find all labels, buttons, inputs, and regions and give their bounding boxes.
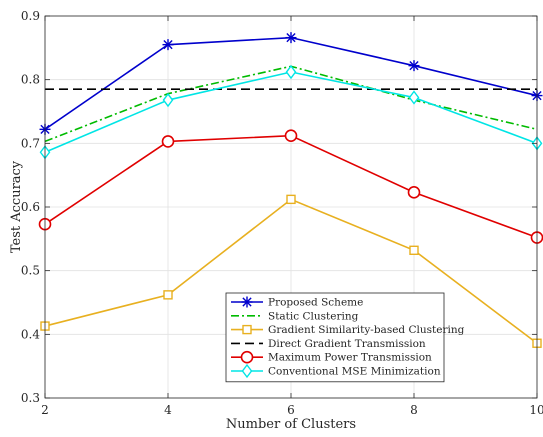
legend-entry-4: Maximum Power Transmission: [231, 350, 432, 364]
y-tick-label: 0.8: [21, 73, 40, 87]
legend-entry-3: Direct Gradient Transmission: [231, 338, 426, 350]
data-point: [284, 129, 298, 142]
legend-label: Conventional MSE Minimization: [268, 366, 441, 378]
y-tick-label: 0.5: [21, 264, 40, 278]
axis-layer: 0.3 0.4 0.5 0.6 0.7 0.8 0.9 2 4 6 8 10: [21, 9, 543, 417]
data-point: [285, 32, 297, 44]
legend-entry-5: Conventional MSE Minimization: [231, 363, 441, 379]
y-tick-label: 0.9: [21, 9, 40, 23]
data-point: [409, 245, 419, 255]
data-point: [285, 64, 297, 80]
y-tick-label: 0.7: [21, 136, 40, 150]
legend-label: Proposed Scheme: [268, 297, 363, 309]
data-point: [162, 92, 174, 108]
x-tick-label: 2: [41, 403, 49, 417]
legend-entry-2: Gradient Similarity-based Clustering: [231, 324, 465, 336]
y-tick-label: 0.3: [21, 391, 40, 405]
x-tick-label: 10: [529, 403, 543, 417]
legend-entry-1: Static Clustering: [231, 310, 359, 322]
data-point: [161, 135, 175, 148]
legend-label: Direct Gradient Transmission: [268, 338, 426, 350]
y-tick-label: 0.6: [21, 200, 40, 214]
y-tick-label: 0.4: [21, 327, 40, 341]
legend-marker: [241, 296, 253, 308]
legend-box: [225, 292, 445, 383]
data-point: [162, 39, 174, 51]
legend-entry-0: Proposed Scheme: [231, 296, 363, 309]
y-axis-label: Test Accuracy: [9, 160, 24, 253]
x-tick-label: 8: [410, 403, 418, 417]
data-point: [163, 290, 173, 300]
data-point: [408, 60, 420, 72]
data-point: [407, 186, 421, 199]
legend-label: Gradient Similarity-based Clustering: [268, 324, 465, 336]
x-tick-label: 4: [164, 403, 172, 417]
legend-marker: [240, 350, 254, 364]
legend-marker: [242, 324, 252, 335]
legend-label: Maximum Power Transmission: [268, 352, 432, 364]
data-point: [408, 90, 420, 105]
x-axis-label: Number of Clusters: [226, 417, 356, 432]
legend-marker: [241, 363, 253, 379]
legend-label: Static Clustering: [268, 310, 359, 322]
data-point: [286, 194, 296, 205]
x-tick-label: 6: [287, 403, 295, 417]
